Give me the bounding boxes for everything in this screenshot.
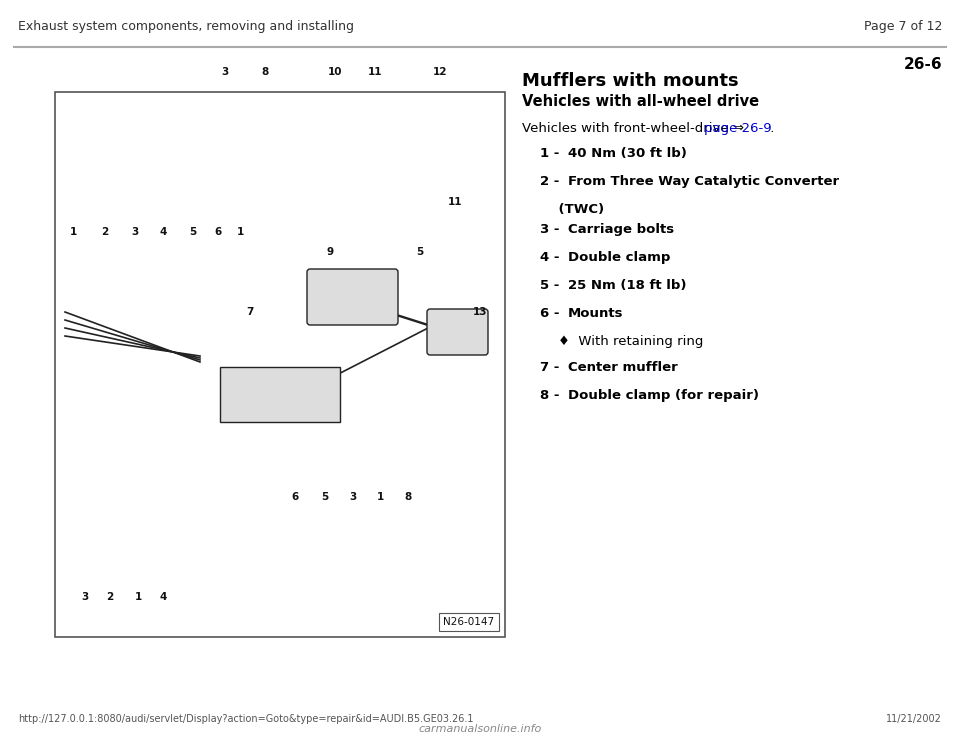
Text: Center muffler: Center muffler — [568, 361, 678, 374]
Text: (TWC): (TWC) — [540, 203, 604, 216]
Text: 1: 1 — [69, 227, 77, 237]
Text: 1: 1 — [134, 592, 142, 602]
Text: 26-6: 26-6 — [903, 57, 942, 72]
Text: 5: 5 — [417, 247, 423, 257]
Text: 11: 11 — [447, 197, 463, 207]
Text: 8: 8 — [404, 492, 412, 502]
Text: 40 Nm (30 ft lb): 40 Nm (30 ft lb) — [568, 147, 686, 160]
Text: 1 -: 1 - — [540, 147, 560, 160]
Text: 25 Nm (18 ft lb): 25 Nm (18 ft lb) — [568, 279, 686, 292]
Text: 6 -: 6 - — [540, 307, 560, 320]
Text: 2: 2 — [102, 227, 108, 237]
Text: 2: 2 — [107, 592, 113, 602]
Text: 11/21/2002: 11/21/2002 — [886, 714, 942, 724]
Text: Mufflers with mounts: Mufflers with mounts — [522, 72, 738, 90]
Text: 8 -: 8 - — [540, 389, 560, 402]
Text: Carriage bolts: Carriage bolts — [568, 223, 674, 236]
Text: 8: 8 — [261, 67, 269, 77]
Text: 4: 4 — [159, 592, 167, 602]
Text: http://127.0.0.1:8080/audi/servlet/Display?action=Goto&type=repair&id=AUDI.B5.GE: http://127.0.0.1:8080/audi/servlet/Displ… — [18, 714, 473, 724]
FancyBboxPatch shape — [427, 309, 488, 355]
Text: 4 -: 4 - — [540, 251, 560, 264]
Text: 9: 9 — [326, 247, 333, 257]
Text: 7 -: 7 - — [540, 361, 560, 374]
Text: 6: 6 — [214, 227, 222, 237]
Text: 5 -: 5 - — [540, 279, 560, 292]
Text: 3: 3 — [132, 227, 138, 237]
Text: 3: 3 — [82, 592, 88, 602]
Text: Page 7 of 12: Page 7 of 12 — [864, 20, 942, 33]
Text: 1: 1 — [376, 492, 384, 502]
Text: 1: 1 — [236, 227, 244, 237]
Bar — [220, 367, 340, 422]
FancyBboxPatch shape — [307, 269, 398, 325]
Text: 2 -: 2 - — [540, 175, 560, 188]
Text: 3: 3 — [222, 67, 228, 77]
FancyBboxPatch shape — [439, 613, 499, 631]
Text: Vehicles with front-wheel-drive ⇒: Vehicles with front-wheel-drive ⇒ — [522, 122, 748, 135]
Text: N26-0147: N26-0147 — [444, 617, 494, 627]
Text: carmanualsonline.info: carmanualsonline.info — [419, 724, 541, 734]
Text: 12: 12 — [433, 67, 447, 77]
Text: Double clamp: Double clamp — [568, 251, 670, 264]
Text: 10: 10 — [327, 67, 343, 77]
Text: 11: 11 — [368, 67, 382, 77]
Text: Double clamp (for repair): Double clamp (for repair) — [568, 389, 759, 402]
Text: 5: 5 — [189, 227, 197, 237]
Text: Mounts: Mounts — [568, 307, 623, 320]
Text: From Three Way Catalytic Converter: From Three Way Catalytic Converter — [568, 175, 839, 188]
Text: page 26-9: page 26-9 — [704, 122, 772, 135]
Bar — [55, 92, 505, 637]
Text: Vehicles with all-wheel drive: Vehicles with all-wheel drive — [522, 94, 759, 109]
Text: ♦  With retaining ring: ♦ With retaining ring — [558, 335, 704, 348]
Text: 5: 5 — [322, 492, 328, 502]
Text: Exhaust system components, removing and installing: Exhaust system components, removing and … — [18, 20, 354, 33]
Text: 13: 13 — [472, 307, 488, 317]
Text: .: . — [766, 122, 775, 135]
Text: 6: 6 — [292, 492, 299, 502]
Text: 3: 3 — [349, 492, 356, 502]
Text: 3 -: 3 - — [540, 223, 560, 236]
Text: 4: 4 — [159, 227, 167, 237]
Text: 7: 7 — [247, 307, 253, 317]
